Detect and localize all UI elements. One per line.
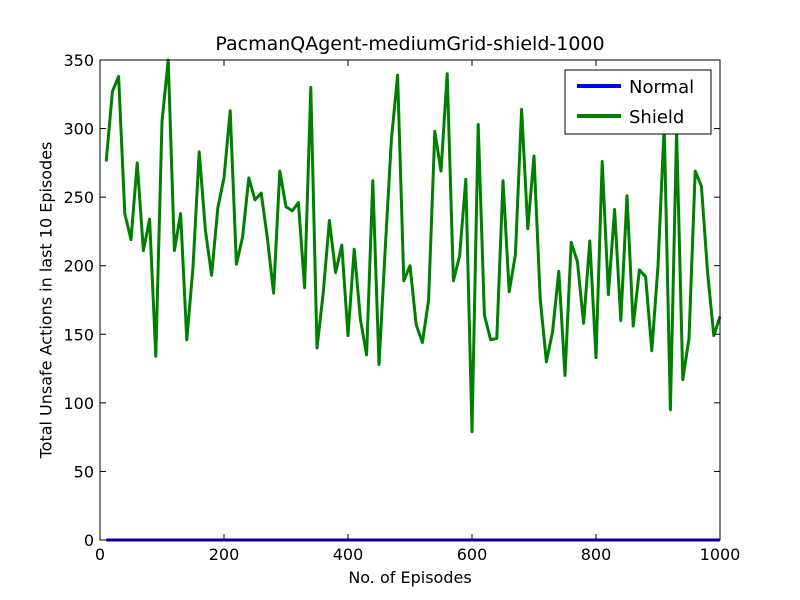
x-tick-label: 400 [333, 545, 364, 564]
legend-box [564, 69, 712, 135]
chart-title: PacmanQAgent-mediumGrid-shield-1000 [215, 33, 605, 55]
x-tick-label: 0 [95, 545, 105, 564]
legend: Normal Shield [564, 69, 712, 135]
y-tick-label: 350 [63, 51, 94, 70]
y-tick-label: 100 [63, 394, 94, 413]
y-tick-label: 0 [84, 531, 94, 550]
y-tick-label: 150 [63, 325, 94, 344]
y-tick-label: 250 [63, 188, 94, 207]
x-tick-label: 200 [209, 545, 240, 564]
x-tick-label: 800 [581, 545, 612, 564]
x-tick-label: 1000 [700, 545, 741, 564]
x-tick-label: 600 [457, 545, 488, 564]
y-tick-label: 200 [63, 257, 94, 276]
series-line-shield [104, 58, 722, 434]
legend-label-normal: Normal [629, 77, 694, 98]
y-tick-label: 300 [63, 120, 94, 139]
y-tick-label: 50 [74, 462, 94, 481]
x-axis-label: No. of Episodes [348, 568, 472, 587]
y-axis-label: Total Unsafe Actions in last 10 Episodes [36, 141, 56, 459]
legend-label-shield: Shield [629, 107, 684, 128]
plot-frame [99, 59, 721, 541]
ticks-layer: 0 200 400 600 800 1000 0 50 100 150 200 250 300 350 [63, 51, 740, 564]
